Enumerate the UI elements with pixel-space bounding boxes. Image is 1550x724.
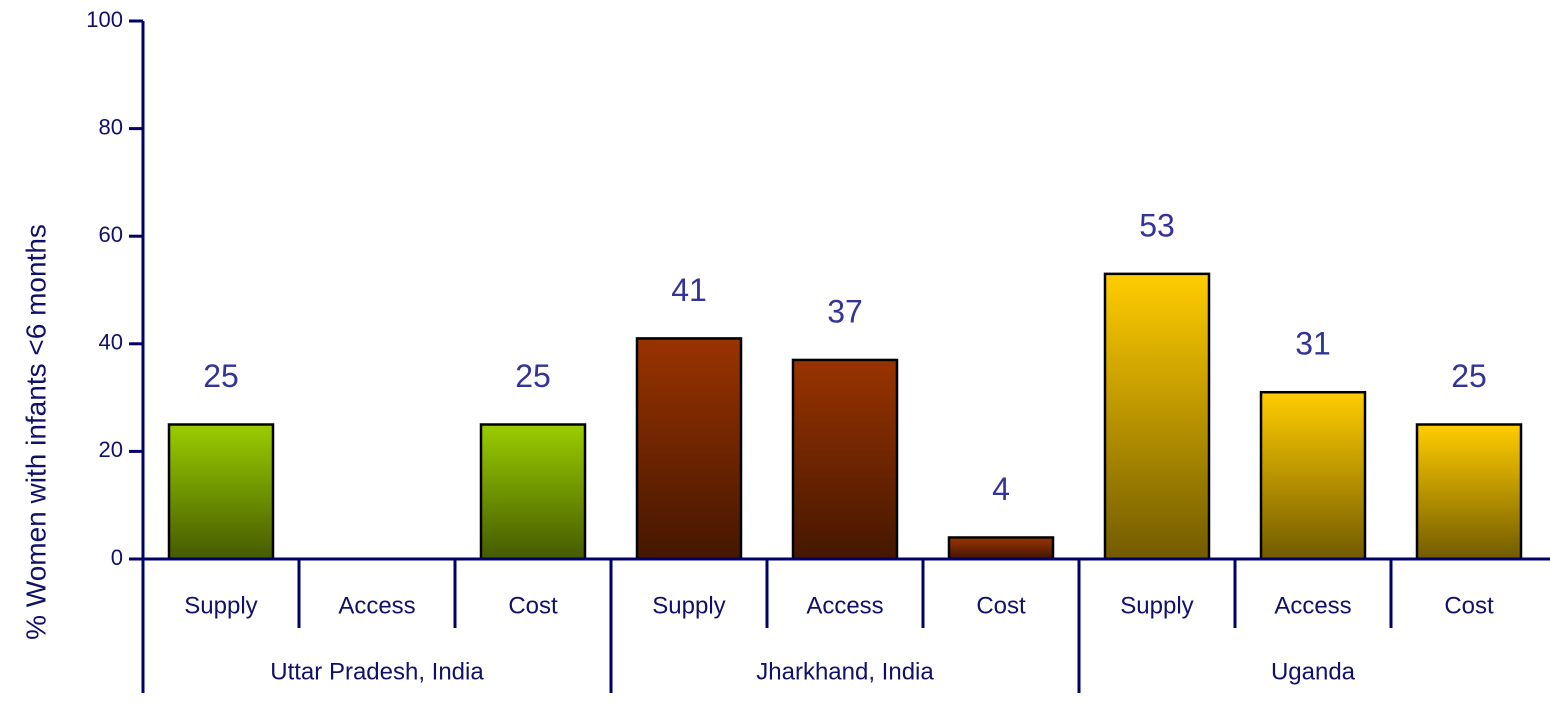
x-tick-label: Cost — [1444, 592, 1494, 619]
y-tick-label: 0 — [111, 545, 123, 570]
x-tick-label: Supply — [1120, 592, 1193, 619]
x-tick-label: Cost — [976, 592, 1026, 619]
x-tick-label: Access — [338, 592, 415, 619]
data-label: 25 — [515, 358, 551, 394]
bar — [167, 423, 275, 561]
bar — [947, 536, 1055, 561]
bar — [479, 423, 587, 561]
data-label: 25 — [1451, 358, 1487, 394]
y-axis-label: % Women with infants <6 months — [20, 224, 51, 640]
x-tick-label: Supply — [652, 592, 725, 619]
x-tick-label: Supply — [184, 592, 257, 619]
y-tick-label: 100 — [86, 7, 123, 32]
data-label: 4 — [992, 471, 1010, 507]
bar — [1415, 423, 1523, 561]
y-tick-label: 60 — [99, 222, 123, 247]
y-tick-label: 80 — [99, 114, 123, 139]
x-tick-label: Access — [806, 592, 883, 619]
data-label: 37 — [827, 293, 863, 329]
data-label: 31 — [1295, 326, 1331, 362]
group-label: Uttar Pradesh, India — [270, 658, 484, 685]
bar — [791, 358, 899, 561]
bar — [1103, 272, 1211, 561]
x-tick-label: Access — [1274, 592, 1351, 619]
data-label: 25 — [203, 358, 239, 394]
bar — [1259, 390, 1367, 561]
data-label: 41 — [671, 272, 707, 308]
x-tick-label: Cost — [508, 592, 558, 619]
y-tick-label: 20 — [99, 437, 123, 462]
y-tick-label: 40 — [99, 330, 123, 355]
group-label: Jharkhand, India — [756, 658, 934, 685]
bar — [635, 337, 743, 561]
group-label: Uganda — [1271, 658, 1356, 685]
data-label: 53 — [1139, 207, 1175, 243]
